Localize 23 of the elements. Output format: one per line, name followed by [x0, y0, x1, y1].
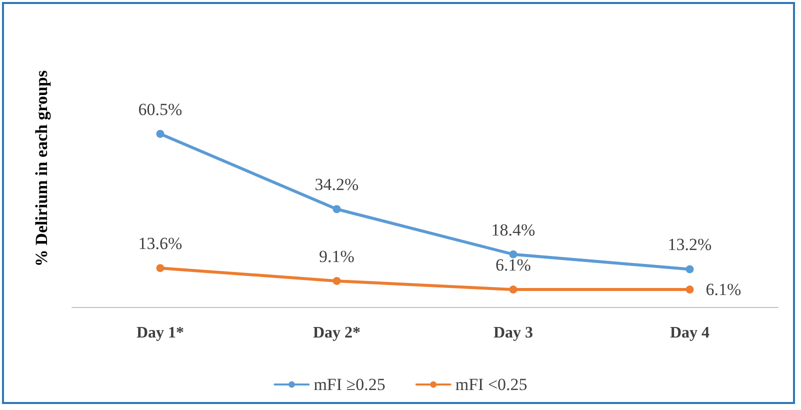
point: [686, 265, 694, 274]
point: [156, 130, 164, 138]
point: [332, 276, 341, 285]
point: [509, 286, 518, 294]
x-tick-label: Day 1*: [136, 324, 184, 342]
data-label: 6.1%: [496, 256, 531, 275]
data-label: 18.4%: [491, 220, 536, 240]
legend-label: mFI <0.25: [455, 375, 528, 394]
point: [686, 286, 694, 294]
point: [509, 250, 518, 258]
point: [332, 205, 341, 214]
y-axis-title: % Delirium in each groups: [32, 70, 51, 267]
data-label: 60.5%: [138, 100, 182, 119]
data-label: 6.1%: [706, 280, 742, 300]
data-label: 9.1%: [319, 246, 354, 266]
data-label: 13.2%: [668, 235, 712, 254]
point: [156, 264, 164, 272]
x-tick-label: Day 3: [493, 324, 534, 342]
legend-label: mFI ≥0.25: [314, 375, 386, 394]
x-tick-label: Day 4: [670, 324, 710, 342]
data-label: 13.6%: [138, 234, 182, 254]
x-tick-label: Day 2*: [312, 324, 361, 342]
data-label: 34.2%: [314, 175, 359, 194]
